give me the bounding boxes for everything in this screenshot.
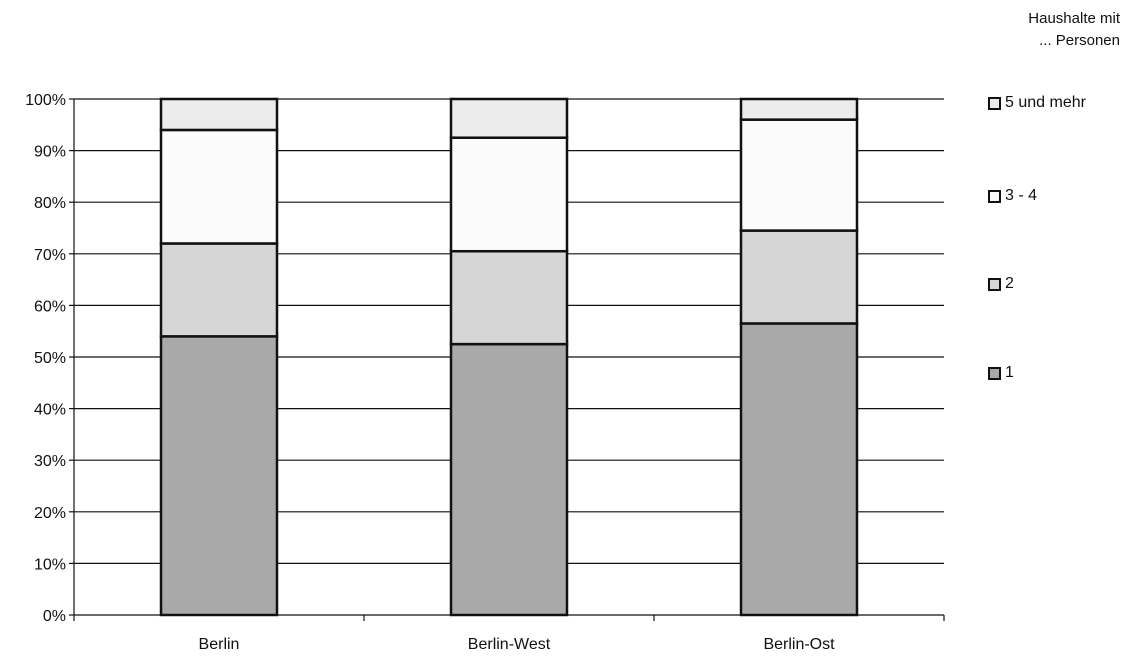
bar-berlin-ost-series-1 <box>739 229 859 325</box>
bar-berlin-series-0 <box>159 335 279 617</box>
legend-swatch-2 <box>988 277 1001 291</box>
bar-berlin-ost-series-2 <box>739 118 859 232</box>
bar-berlin-ost-series-3 <box>739 97 859 121</box>
y-tick-label-10: 100% <box>25 92 66 109</box>
x-tick-label-0: Berlin <box>199 636 240 653</box>
legend-swatch-5-und-mehr <box>988 96 1001 110</box>
bar-berlin-west-series-2 <box>449 136 569 253</box>
bar-berlin-series-1 <box>159 242 279 338</box>
legend-item-2: 2 <box>988 275 1014 293</box>
legend-swatch-1 <box>988 366 1001 380</box>
y-tick-label-6: 60% <box>34 298 66 315</box>
y-tick-label-4: 40% <box>34 402 66 419</box>
legend-swatch-3-4 <box>988 189 1001 203</box>
x-tick-label-2: Berlin-Ost <box>763 636 835 653</box>
bar-berlin-west-series-1 <box>449 249 569 346</box>
legend-label-5-und-mehr: 5 und mehr <box>1005 94 1086 111</box>
legend-item-1: 1 <box>988 364 1014 382</box>
y-tick-label-0: 0% <box>43 608 66 625</box>
y-tick-label-3: 30% <box>34 453 66 470</box>
bar-berlin-west-series-3 <box>449 97 569 139</box>
y-tick-label-7: 70% <box>34 247 66 264</box>
y-tick-label-2: 20% <box>34 505 66 522</box>
legend-title: Haushalte mit ... Personen <box>960 8 1120 52</box>
bar-berlin-ost-series-0 <box>739 322 859 617</box>
bar-berlin-series-2 <box>159 128 279 245</box>
legend-label-3-4: 3 - 4 <box>1005 187 1038 204</box>
y-tick-label-8: 80% <box>34 195 66 212</box>
legend-label-2: 2 <box>1005 275 1014 292</box>
bar-berlin-west-series-0 <box>449 342 569 617</box>
legend-item-5-und-mehr: 5 und mehr <box>988 94 1086 112</box>
chart-plot: 0% 10% 20% 30% 40% 50% 60% 70% 80% 90% 100% Berlin B… <box>25 92 945 653</box>
x-tick-label-1: Berlin-West <box>468 636 551 653</box>
legend-title-line-1: Haushalte mit <box>1028 10 1120 27</box>
y-tick-label-9: 90% <box>34 144 66 161</box>
legend-label-1: 1 <box>1005 364 1014 381</box>
legend-title-line-2: ... Personen <box>1039 32 1120 49</box>
y-tick-label-1: 10% <box>34 556 66 573</box>
legend-item-3-4: 3 - 4 <box>988 187 1037 205</box>
y-tick-label-5: 50% <box>34 350 66 367</box>
bar-berlin-series-3 <box>159 97 279 132</box>
